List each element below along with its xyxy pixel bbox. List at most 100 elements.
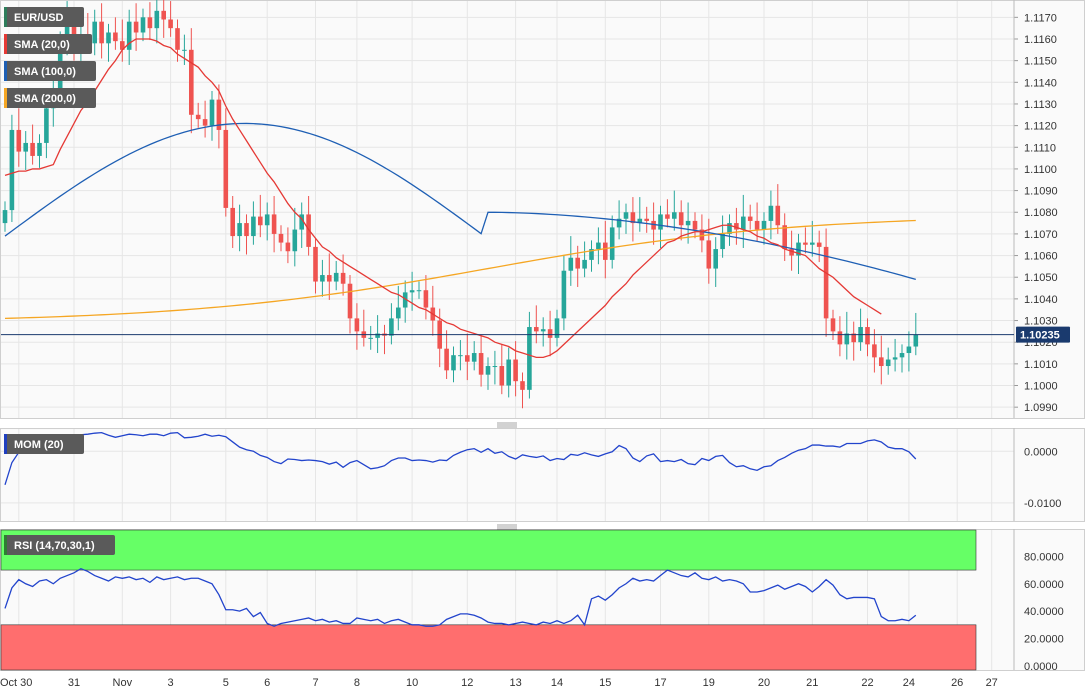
candle-down <box>113 32 118 42</box>
candle-up <box>126 21 132 50</box>
x-tick-label: 7 <box>312 677 318 689</box>
candle-down <box>478 353 484 375</box>
candle-up <box>92 21 97 44</box>
candle-up <box>140 17 146 33</box>
candle-up <box>37 142 42 156</box>
candle-down <box>851 333 856 343</box>
sma-200-line <box>4 219 916 320</box>
x-tick-label: Nov <box>113 677 133 689</box>
candle-down <box>603 242 608 260</box>
candle-down <box>120 41 125 50</box>
candle-up <box>402 292 408 308</box>
candle-up <box>810 242 815 245</box>
candle-down <box>195 114 201 120</box>
candle-up <box>885 359 891 367</box>
candle-up <box>658 214 663 230</box>
y-tick-label: 1.1080 <box>1024 207 1058 219</box>
y-tick-label: 60.0000 <box>1024 579 1064 591</box>
y-tick-label: 1.1030 <box>1024 316 1058 328</box>
candle-down <box>285 242 291 252</box>
candle-up <box>209 99 215 126</box>
legend-sma100-label: SMA (100,0) <box>14 66 76 78</box>
candle-down <box>327 275 332 282</box>
candle-down <box>651 220 656 230</box>
x-tick-label: 20 <box>758 677 770 689</box>
candle-up <box>540 329 546 332</box>
candle-up <box>182 49 187 51</box>
legend-sma100-swatch <box>4 61 7 81</box>
x-tick-label: 17 <box>654 677 666 689</box>
x-tick-label: 19 <box>703 677 715 689</box>
candle-up <box>796 242 801 256</box>
candle-up <box>389 318 394 336</box>
candle-down <box>230 207 235 237</box>
y-tick-label: 1.1150 <box>1024 56 1057 68</box>
candle-up <box>251 216 256 237</box>
candle-up <box>368 337 373 339</box>
candle-up <box>768 205 774 221</box>
legend-eurusd-bg <box>4 7 84 27</box>
candle-up <box>292 229 298 252</box>
candle-up <box>9 129 15 211</box>
x-tick-label: Oct 30 <box>0 677 32 689</box>
x-tick-label: 6 <box>264 677 270 689</box>
legend-sma200-bg <box>4 88 96 108</box>
legend-sma200-swatch <box>4 88 7 108</box>
legend-rsi-bg <box>4 535 115 555</box>
candle-down <box>340 272 346 284</box>
legend-rsi-label: RSI (14,70,30,1) <box>14 540 95 552</box>
candle-up <box>741 216 746 230</box>
candle-down <box>678 212 684 226</box>
candle-down <box>754 220 760 230</box>
candle-down <box>665 214 670 219</box>
candle-up <box>333 272 339 282</box>
candle-down <box>644 218 649 221</box>
candle-down <box>747 216 753 221</box>
candle-down <box>699 229 705 241</box>
candle-up <box>672 212 677 219</box>
candle-down <box>775 205 781 226</box>
candle-down <box>692 220 698 230</box>
x-tick-label: 21 <box>806 677 818 689</box>
y-tick-label: 20.0000 <box>1024 634 1064 646</box>
candle-down <box>16 129 22 152</box>
y-tick-label: 1.1120 <box>1024 121 1057 133</box>
x-tick-label: 27 <box>986 677 998 689</box>
y-tick-label: 1.1130 <box>1024 99 1057 111</box>
candle-up <box>554 318 560 338</box>
legend-rsi-swatch <box>4 535 7 555</box>
candle-down <box>865 327 870 345</box>
y-tick-label: 1.1140 <box>1024 77 1057 89</box>
candle-down <box>444 348 449 371</box>
candle-up <box>64 19 70 44</box>
candle-up <box>913 334 919 347</box>
y-tick-label: 0.0000 <box>1024 446 1058 458</box>
rsi-oversold-zone <box>0 624 977 671</box>
candle-up <box>623 212 629 219</box>
candle-up <box>727 223 732 234</box>
candle-down <box>803 242 808 245</box>
candle-up <box>609 227 615 260</box>
candle-up <box>713 249 718 269</box>
sma-20-line <box>4 38 882 359</box>
candle-up <box>44 108 49 143</box>
legend-mom-bg <box>4 434 84 454</box>
candle-up <box>582 259 587 269</box>
y-tick-label: 40.0000 <box>1024 606 1064 618</box>
candle-down <box>278 233 284 243</box>
candle-down <box>30 142 35 156</box>
candle-up <box>637 218 643 224</box>
legend-mom-label: MOM (20) <box>14 439 64 451</box>
candle-up <box>23 142 28 152</box>
candle-up <box>106 32 111 44</box>
candle-down <box>202 119 208 126</box>
x-axis: Oct 30 31 Nov 3 5 6 7 8 10 12 13 14 15 17 19 20 21 22 24 26… <box>0 422 998 689</box>
candle-down <box>513 359 518 382</box>
x-tick-label: 26 <box>951 677 963 689</box>
candle-up <box>2 210 8 224</box>
candle-down <box>271 214 277 234</box>
candle-up <box>492 366 498 368</box>
legend-sma20: SMA (20,0) <box>4 34 92 54</box>
y-tick-label: 1.1090 <box>1024 186 1058 198</box>
x-tick-label: 31 <box>68 677 80 689</box>
